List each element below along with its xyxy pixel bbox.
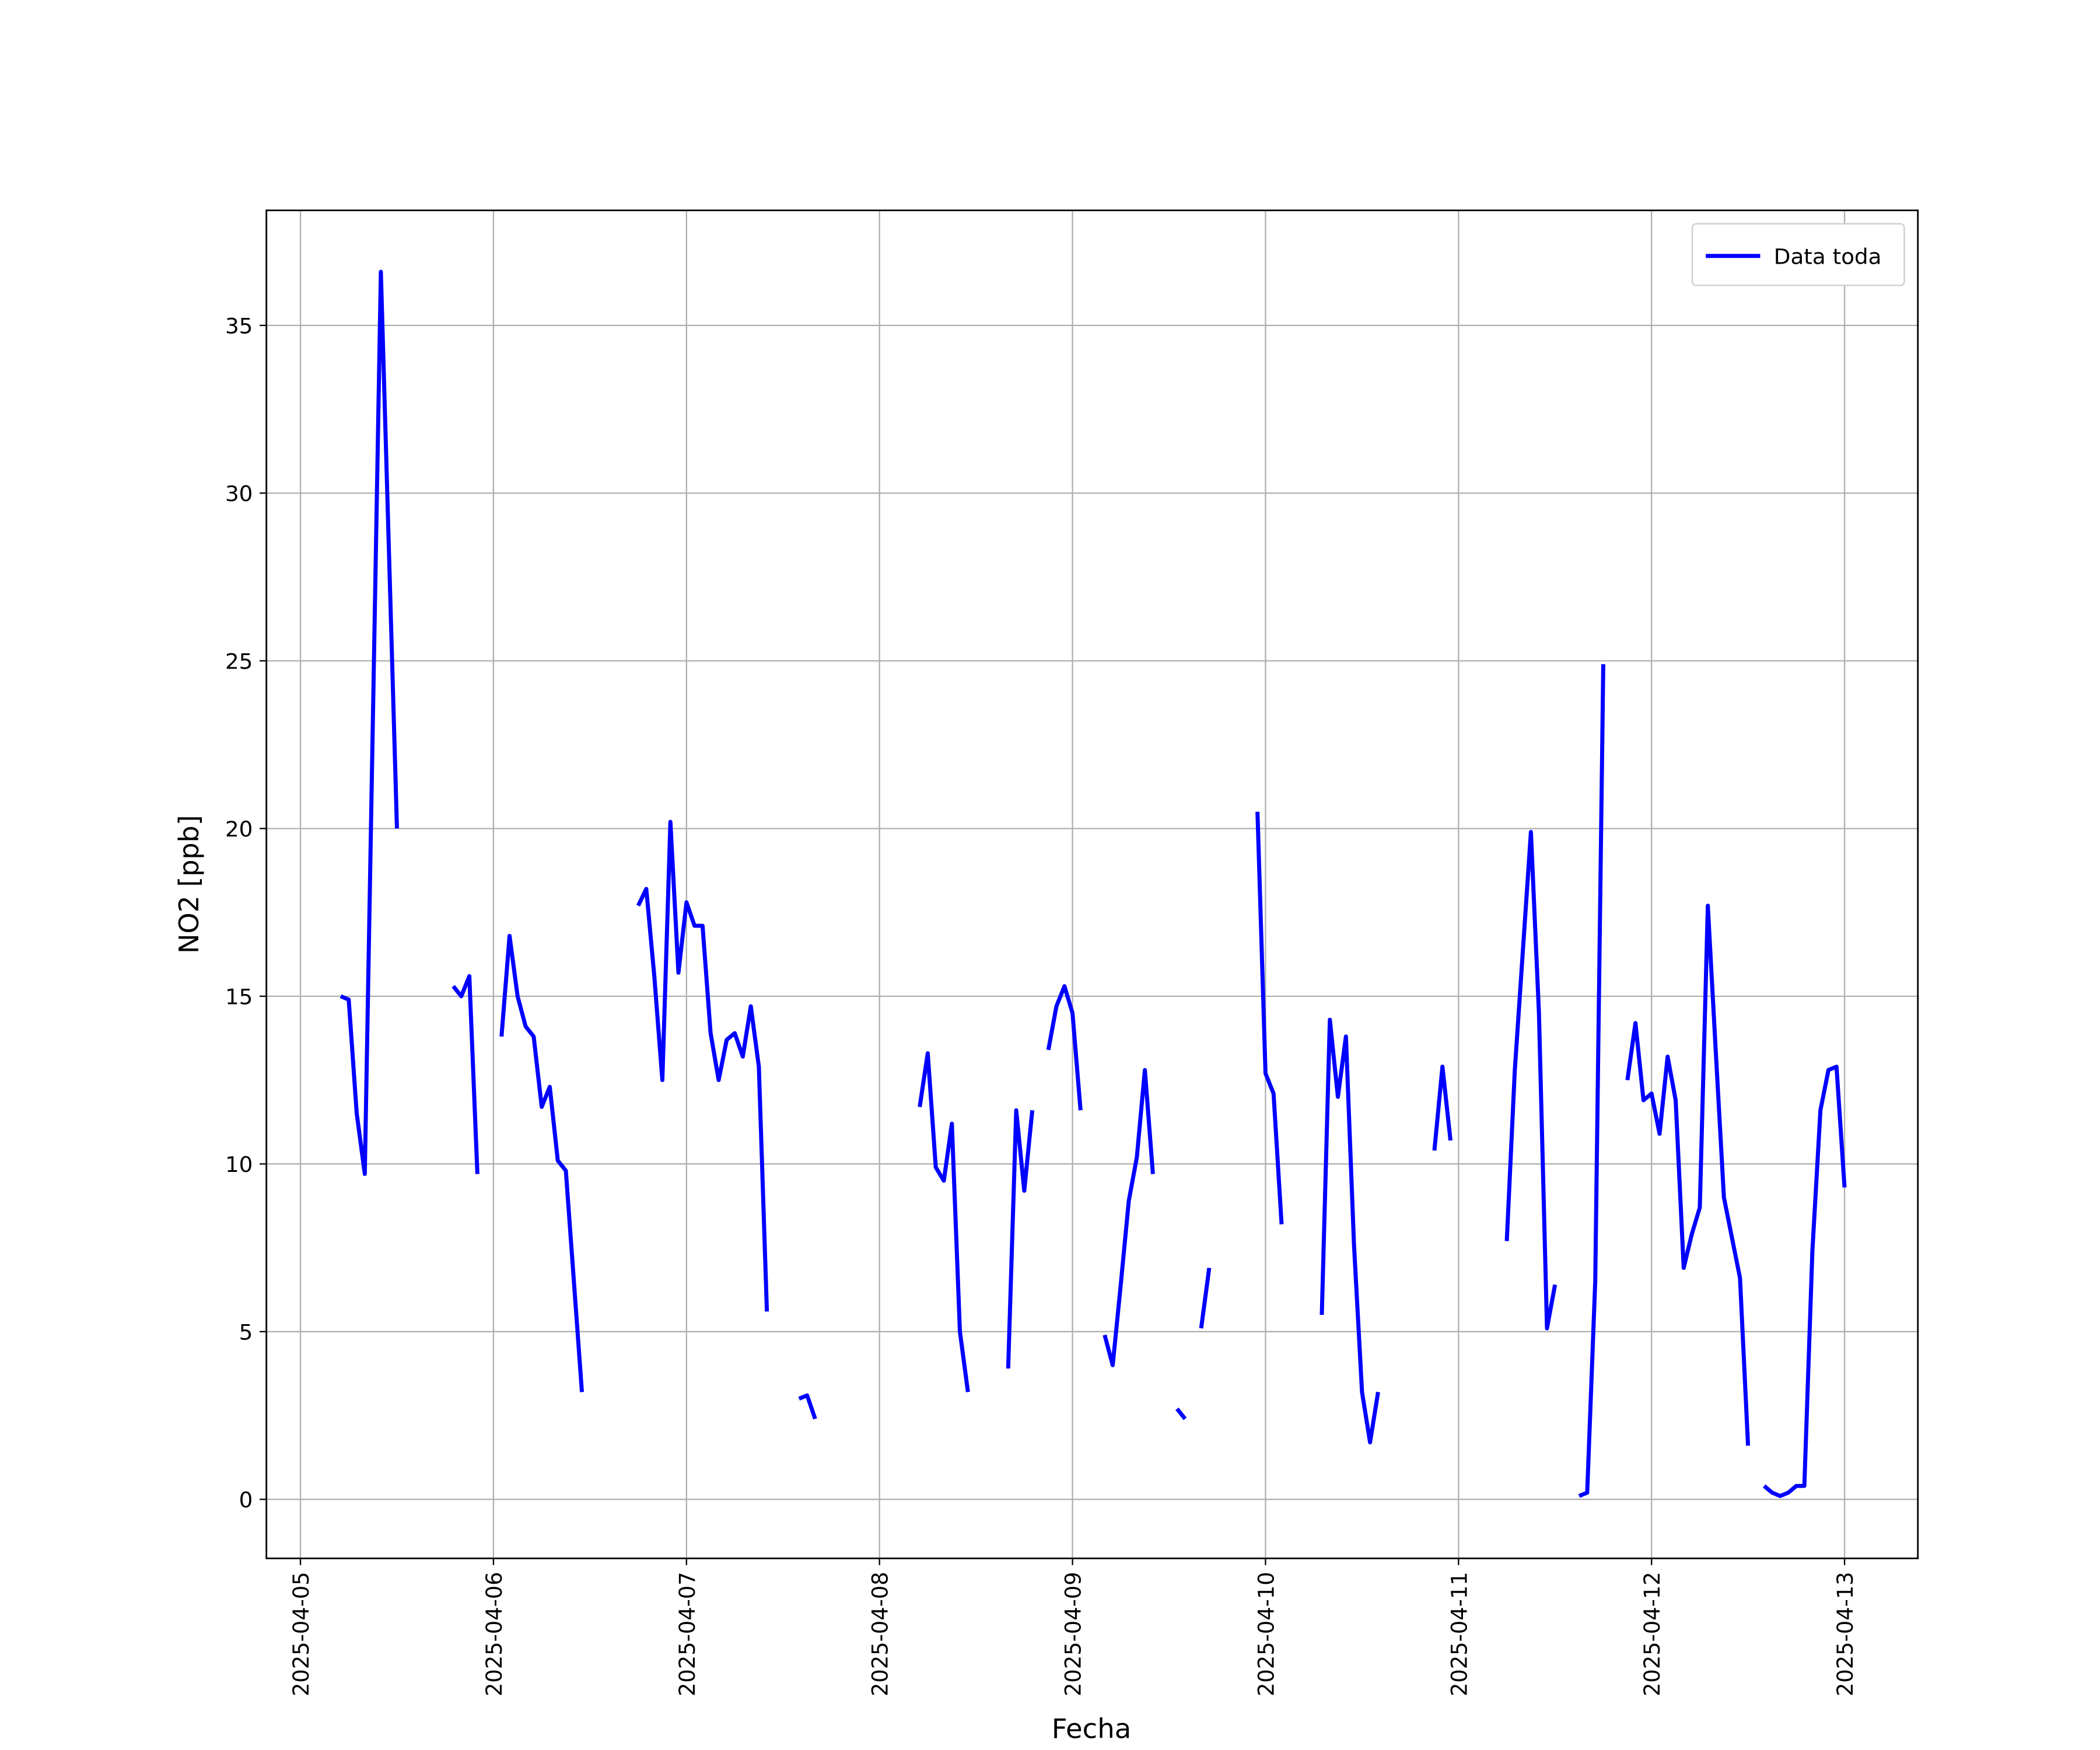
y-tick-label: 15 <box>225 985 253 1010</box>
x-tick-label: 2025-04-07 <box>675 1572 700 1696</box>
legend-label: Data toda <box>1774 244 1882 270</box>
data-line <box>340 270 1847 1499</box>
plot-frame <box>265 209 1919 1559</box>
y-tick-label: 20 <box>225 817 253 842</box>
y-tick-label: 0 <box>239 1488 253 1513</box>
y-tick-label: 30 <box>225 481 253 506</box>
x-tick-label: 2025-04-09 <box>1060 1572 1086 1696</box>
legend-box <box>1691 223 1905 286</box>
y-tick-label: 25 <box>225 649 253 674</box>
x-tick-label: 2025-04-11 <box>1447 1572 1472 1696</box>
x-tick-label: 2025-04-12 <box>1640 1572 1665 1696</box>
x-tick-label: 2025-04-06 <box>482 1572 507 1696</box>
y-tick-label: 35 <box>225 314 253 339</box>
x-tick-label: 2025-04-10 <box>1254 1572 1279 1696</box>
x-tick-label: 2025-04-08 <box>867 1572 892 1696</box>
y-tick-label: 5 <box>239 1320 253 1345</box>
x-tick-label: 2025-04-05 <box>289 1572 314 1696</box>
y-tick-label: 10 <box>225 1152 253 1177</box>
y-axis-label: NO2 [ppb] <box>173 815 205 954</box>
x-tick-label: 2025-04-13 <box>1833 1572 1858 1696</box>
x-axis-label: Fecha <box>1052 1713 1132 1745</box>
